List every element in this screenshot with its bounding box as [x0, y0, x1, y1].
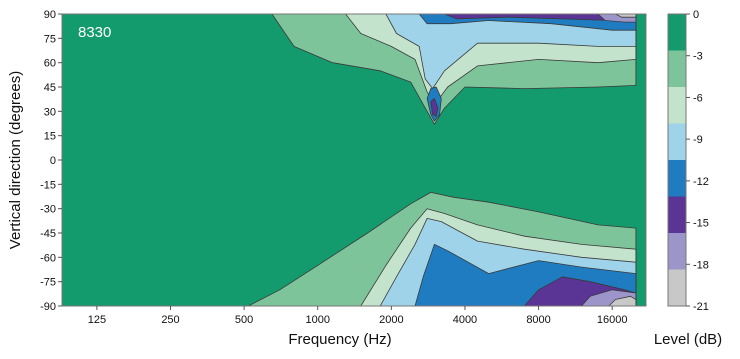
colorbar-tick-label-4: -12 — [693, 176, 709, 188]
y-tick-label-12: -90 — [40, 301, 56, 313]
x-tick-label-4: 2000 — [379, 314, 403, 326]
colorbar-frame — [667, 13, 687, 307]
colorbar-swatch-0 — [668, 14, 686, 51]
plot-annotation: 8330 — [78, 24, 111, 41]
y-tick-label-6: 0 — [50, 155, 56, 167]
x-tick-label-3: 1000 — [305, 314, 329, 326]
colorbar-tick-label-7: -21 — [693, 301, 709, 313]
y-axis-ticks: 90 75 60 45 30 15 0 -15 -30 -45 -60 -75 -90 — [40, 9, 62, 313]
x-tick-label-7: 16000 — [597, 314, 628, 326]
y-tick-label-3: 45 — [44, 82, 56, 94]
y-tick-label-2: 60 — [44, 58, 56, 70]
colorbar: 0 -3 -6 -9 -12 -15 -18 -21 — [667, 9, 709, 313]
colorbar-tick-label-0: 0 — [693, 9, 699, 21]
y-tick-label-0: 90 — [44, 9, 56, 21]
y-tick-label-1: 75 — [44, 33, 56, 45]
y-tick-label-7: -15 — [40, 179, 56, 191]
colorbar-swatch-1 — [668, 50, 686, 87]
contour-layer — [247, 14, 637, 306]
y-tick-label-11: -75 — [40, 277, 56, 289]
colorbar-tick-label-6: -18 — [693, 259, 709, 271]
contour-region-11 — [430, 98, 439, 117]
colorbar-swatch-2 — [668, 87, 686, 124]
y-tick-label-5: 15 — [44, 131, 56, 143]
colorbar-swatch-5 — [668, 196, 686, 233]
colorbar-tick-label-3: -9 — [693, 134, 703, 146]
x-tick-label-6: 8000 — [526, 314, 550, 326]
contour-region-4 — [385, 14, 637, 89]
x-tick-label-1: 250 — [161, 314, 179, 326]
plot-area — [61, 13, 647, 307]
colorbar-swatch-6 — [668, 233, 686, 270]
y-tick-label-10: -60 — [40, 252, 56, 264]
colorbar-tick-label-5: -15 — [693, 218, 709, 230]
x-tick-label-2: 500 — [235, 314, 253, 326]
x-tick-label-5: 4000 — [453, 314, 477, 326]
y-tick-label-4: 30 — [44, 106, 56, 118]
colorbar-tick-label-2: -6 — [693, 92, 703, 104]
colorbar-swatch-4 — [668, 160, 686, 197]
colorbar-tick-label-1: -3 — [693, 51, 703, 63]
colorbar-swatch-3 — [668, 123, 686, 160]
y-tick-label-8: -30 — [40, 204, 56, 216]
x-tick-label-0: 125 — [88, 314, 106, 326]
colorbar-swatch-7 — [668, 269, 686, 306]
colorbar-label: Level (dB) — [654, 331, 722, 348]
contour-region-15 — [608, 295, 637, 306]
y-axis-label: Vertical direction (degrees) — [7, 71, 24, 249]
contour-region-14 — [615, 14, 637, 18]
y-tick-label-9: -45 — [40, 228, 56, 240]
x-axis-ticks: 125 250 500 1000 2000 4000 8000 16000 — [88, 306, 628, 326]
x-axis-label: Frequency (Hz) — [288, 331, 391, 348]
